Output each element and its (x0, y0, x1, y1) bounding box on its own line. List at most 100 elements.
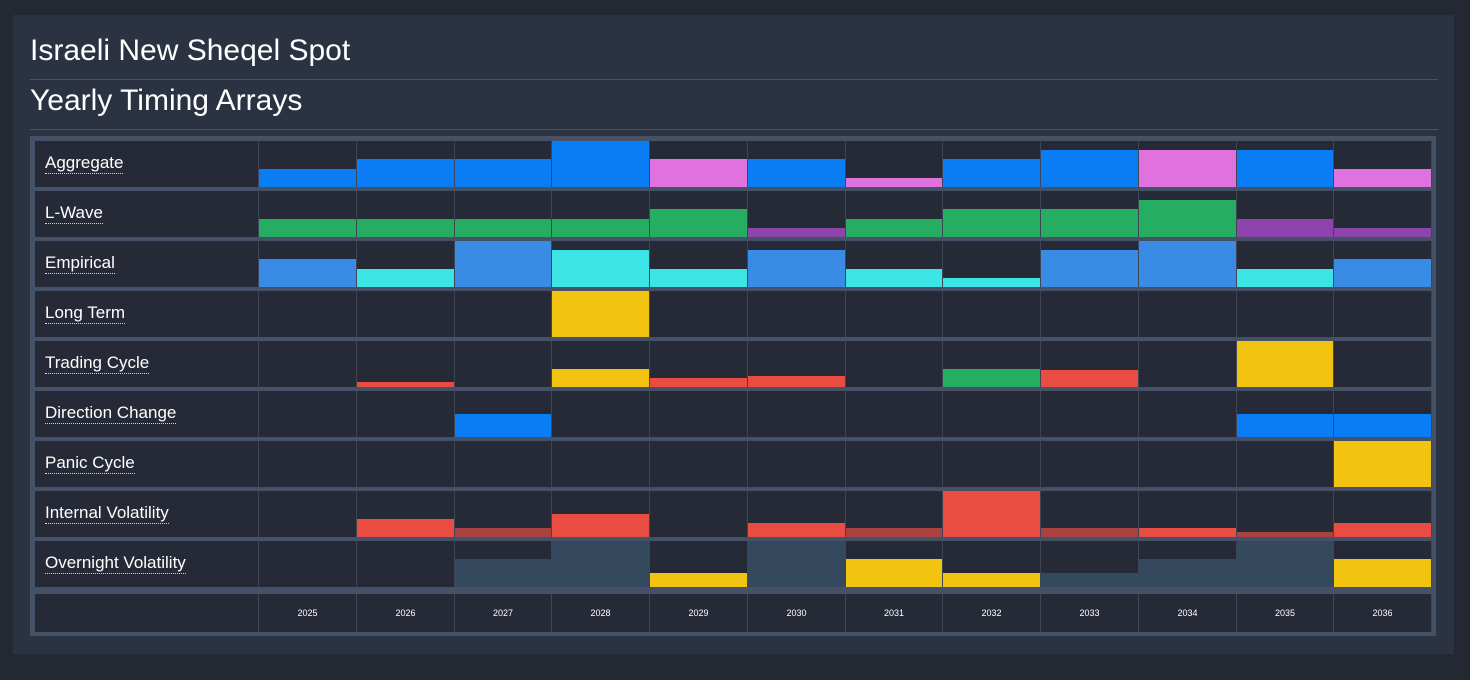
timing-cell (1041, 391, 1139, 437)
timing-bar (1334, 441, 1431, 487)
row-label-cell: L-Wave (35, 191, 259, 237)
axis-corner (35, 594, 259, 632)
timing-bar (552, 291, 649, 337)
row-label[interactable]: Panic Cycle (45, 453, 135, 474)
timing-cell (1334, 441, 1432, 487)
year-tick-label: 2032 (943, 594, 1041, 632)
timing-cell (650, 341, 748, 387)
timing-bar (455, 219, 551, 237)
row-label[interactable]: Long Term (45, 303, 126, 324)
timing-cell (1334, 491, 1432, 537)
timing-cell (357, 491, 455, 537)
timing-cell (748, 291, 846, 337)
timing-row: Empirical (35, 241, 1432, 287)
row-label[interactable]: Internal Volatility (45, 503, 169, 524)
timing-row: Overnight Volatility (35, 541, 1432, 587)
timing-cell (259, 241, 357, 287)
row-label-cell: Overnight Volatility (35, 541, 259, 587)
timing-cell (1237, 241, 1334, 287)
year-tick-label: 2025 (259, 594, 357, 632)
timing-cell (1334, 541, 1432, 587)
timing-bar (1139, 528, 1236, 537)
timing-cell (846, 391, 943, 437)
row-label[interactable]: Direction Change (45, 403, 177, 424)
timing-bar (943, 491, 1040, 537)
timing-cell (943, 141, 1041, 187)
timing-bar (1334, 169, 1431, 187)
timing-bar (552, 141, 649, 187)
timing-cell (1237, 341, 1334, 387)
row-label[interactable]: Aggregate (45, 153, 124, 174)
timing-cell (259, 141, 357, 187)
timing-cell (1237, 441, 1334, 487)
timing-bar (357, 219, 454, 237)
timing-bar (357, 519, 454, 537)
row-label[interactable]: Trading Cycle (45, 353, 150, 374)
timing-cell (846, 241, 943, 287)
timing-cell (1041, 341, 1139, 387)
timing-bar (846, 178, 942, 187)
timing-bar (943, 209, 1040, 237)
row-label-cell: Internal Volatility (35, 491, 259, 537)
timing-cell (455, 391, 552, 437)
row-label[interactable]: L-Wave (45, 203, 103, 224)
timing-bar (1334, 523, 1431, 537)
title-divider (30, 79, 1438, 80)
timing-cell (357, 141, 455, 187)
page-title: Israeli New Sheqel Spot (30, 34, 351, 67)
timing-bar (943, 159, 1040, 187)
row-label-cell: Aggregate (35, 141, 259, 187)
year-tick-label: 2030 (748, 594, 846, 632)
timing-row: L-Wave (35, 191, 1432, 237)
timing-cell (748, 241, 846, 287)
year-tick-label: 2026 (357, 594, 455, 632)
timing-bar (455, 528, 551, 537)
timing-bar (1041, 250, 1138, 287)
timing-cell (846, 341, 943, 387)
timing-cell (259, 391, 357, 437)
timing-bar (357, 269, 454, 287)
year-tick-label: 2031 (846, 594, 943, 632)
timing-row: Trading Cycle (35, 341, 1432, 387)
timing-cell (650, 141, 748, 187)
timing-bar (748, 159, 845, 187)
year-tick-label: 2036 (1334, 594, 1432, 632)
year-tick-label: 2033 (1041, 594, 1139, 632)
timing-cell (1334, 341, 1432, 387)
timing-cell (357, 391, 455, 437)
timing-cell (552, 291, 650, 337)
timing-cell (943, 241, 1041, 287)
timing-row: Aggregate (35, 141, 1432, 187)
timing-bar (1041, 150, 1138, 187)
timing-bar (1237, 269, 1333, 287)
timing-bar (1139, 150, 1236, 187)
timing-cell (259, 441, 357, 487)
timing-bar (1041, 370, 1138, 387)
timing-cell (1334, 391, 1432, 437)
timing-cell (552, 341, 650, 387)
row-label[interactable]: Overnight Volatility (45, 553, 186, 574)
timing-cell (259, 291, 357, 337)
timing-bar (259, 169, 356, 187)
timing-cell (1041, 291, 1139, 337)
row-label[interactable]: Empirical (45, 253, 115, 274)
timing-cell (846, 191, 943, 237)
row-cells (259, 491, 1432, 537)
timing-cell (1139, 391, 1237, 437)
timing-bar (455, 559, 551, 587)
timing-cell (552, 141, 650, 187)
row-cells (259, 241, 1432, 287)
year-tick-label: 2029 (650, 594, 748, 632)
timing-cell (1139, 191, 1237, 237)
timing-bar (1139, 200, 1236, 237)
timing-cell (650, 291, 748, 337)
year-tick-label: 2034 (1139, 594, 1237, 632)
timing-cell (650, 491, 748, 537)
timing-bar (552, 541, 649, 587)
timing-bar (650, 209, 747, 237)
timing-bar (650, 573, 747, 587)
timing-cell (943, 191, 1041, 237)
timing-cell (1139, 241, 1237, 287)
timing-bar (650, 159, 747, 187)
timing-cell (1334, 241, 1432, 287)
